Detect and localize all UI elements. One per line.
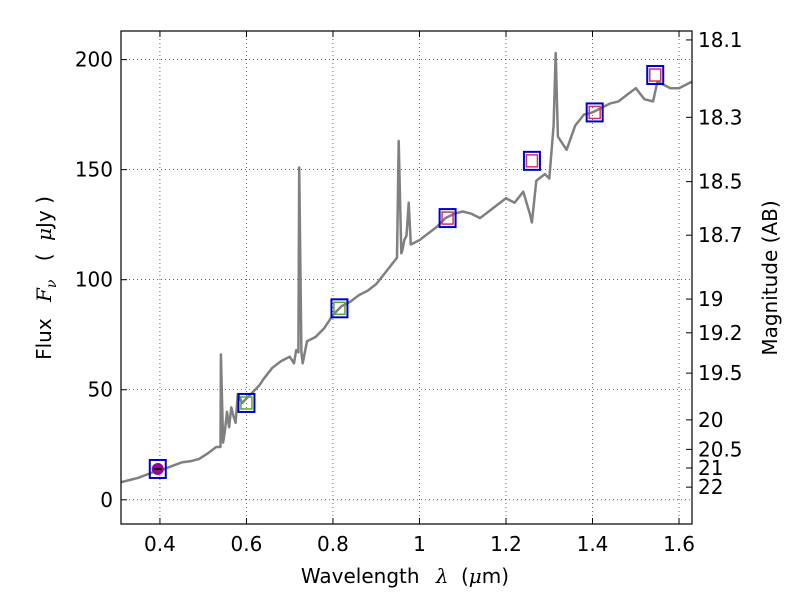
photometry-frame-marker [237,392,256,413]
magnitude-tick-label: 19.5 [698,361,743,385]
magnitude-axis-label: Magnitude (AB) [758,200,782,355]
photometry-frame-marker [438,208,457,229]
photometry-inner-marker [333,301,346,316]
photometry-frame-marker [646,65,665,86]
magnitude-tick-label: 18.7 [698,223,743,247]
photometry-point [330,298,349,319]
photometry-inner-marker [648,68,662,82]
magnitude-tick-label: 20.5 [698,437,743,461]
x-tick-label: 1.2 [490,532,522,556]
x-axis-label-unit-open: ( [461,564,469,588]
y-tick-label: 100 [75,268,113,292]
x-tick-label: 1 [413,532,426,556]
photometry-inner-marker [441,211,454,225]
spectrum-series [120,51,693,484]
magnitude-tick-label: 18.3 [698,105,743,129]
magnitude-tick-label: 18.1 [698,28,743,52]
y-tick-label: 50 [88,378,113,402]
x-axis-label: Wavelength λ (μm) [301,564,509,588]
magnitude-tick-label: 22 [698,475,723,499]
photometry-frame-marker [522,150,541,171]
y-axis-label-subscript: ν [44,279,60,288]
photometry-point [438,208,457,229]
photometry-inner-marker [588,105,601,120]
y-tick-label: 200 [75,48,113,72]
photometry-point [585,102,604,123]
x-tick-label: 0.4 [144,532,176,556]
y-axis-label-symbol: F [32,287,56,303]
x-tick-label: 1.6 [663,532,695,556]
x-tick-label: 0.8 [317,532,349,556]
magnitude-tick-label: 20 [698,408,723,432]
x-tick-label: 0.6 [231,532,263,556]
x-axis-label-prefix: Wavelength [301,564,420,588]
y-axis-ticks: 0 50 100 150 200 [75,48,127,512]
magnitude-tick-label: 21 [698,456,723,480]
photometry-frame-marker [148,458,167,479]
photometry-frame-marker [585,102,604,123]
y-tick-label: 150 [75,158,113,182]
magnitude-tick-label: 19.2 [698,321,743,345]
y-axis-label: Flux Fν ( μJy ) [32,196,61,360]
photometry-point [646,65,665,86]
photometry-frame-marker [330,298,349,319]
x-axis-label-unit-mu: μ [469,564,482,588]
x-tick-label: 1.4 [577,532,609,556]
magnitude-tick-label: 18.5 [698,170,743,194]
y-axis-label-prefix: Flux [32,318,56,360]
photometry-points [148,65,665,479]
photometry-point [148,458,167,479]
photometry-inner-marker [240,396,253,410]
photometry-inner-marker [525,154,539,168]
y-axis-label-unit-open: ( [32,253,56,261]
y-tick-label: 0 [100,488,113,512]
x-axis-label-unit-rest: m) [482,564,509,588]
spectrum-line [120,51,693,484]
magnitude-tick-label: 19 [698,287,723,311]
photometry-point [237,392,256,413]
x-axis-ticks: 0.4 0.6 0.8 1 1.2 1.4 1.6 [144,31,695,556]
x-axis-label-symbol: λ [435,564,449,588]
plot-frame [120,30,693,525]
y-axis-label-unit-rest: Jy ) [32,196,56,230]
y-axis-label-unit-mu: μ [32,228,56,241]
photometry-point [522,150,541,171]
